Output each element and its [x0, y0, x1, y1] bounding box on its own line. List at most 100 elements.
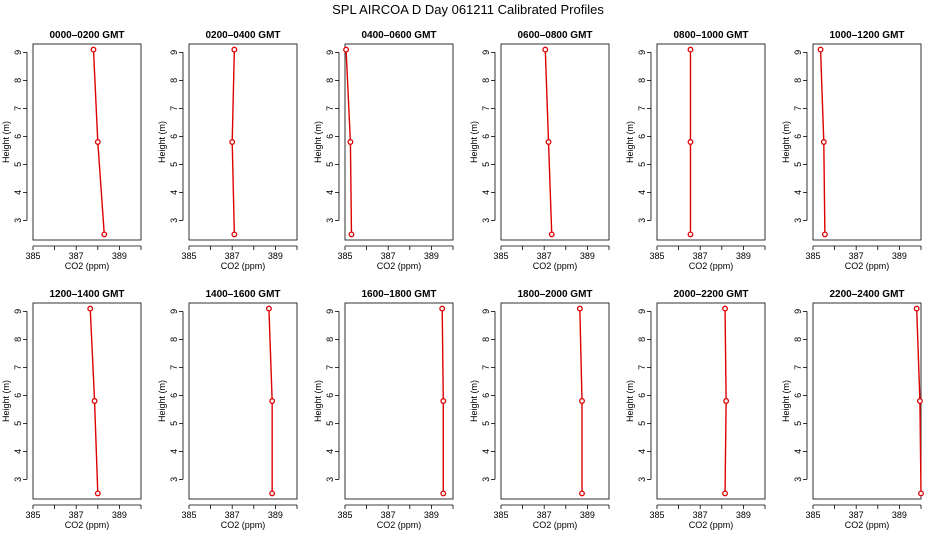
- panel-title: 1200–1400 GMT: [49, 289, 124, 300]
- x-tick-label: 385: [493, 251, 508, 261]
- y-tick-label: 6: [169, 134, 179, 139]
- y-tick-label: 9: [793, 309, 803, 314]
- x-tick-label: 389: [268, 251, 283, 261]
- y-tick-label: 8: [13, 337, 23, 342]
- y-tick-label: 5: [793, 421, 803, 426]
- y-tick-label: 9: [481, 309, 491, 314]
- data-point: [343, 46, 350, 53]
- plot-frame: [812, 43, 922, 241]
- y-tick-label: 9: [637, 50, 647, 55]
- y-tick-label: 7: [13, 106, 23, 111]
- x-tick-label: 389: [424, 251, 439, 261]
- y-tick-label: 9: [637, 309, 647, 314]
- y-axis-label: Height (m): [157, 121, 167, 163]
- y-tick-label: 6: [793, 393, 803, 398]
- data-point: [723, 398, 730, 404]
- y-tick-label: 8: [481, 337, 491, 342]
- x-tick-label: 385: [649, 510, 664, 520]
- y-tick-label: 7: [637, 106, 647, 111]
- panel-title: 0400–0600 GMT: [361, 30, 436, 41]
- y-tick-label: 8: [481, 78, 491, 83]
- x-tick-label: 385: [25, 251, 40, 261]
- y-tick-label: 7: [481, 365, 491, 370]
- plot-frame: [500, 302, 610, 500]
- y-axis-label: Height (m): [313, 380, 323, 422]
- y-tick-label: 6: [481, 134, 491, 139]
- y-tick-label: 6: [637, 393, 647, 398]
- y-tick-label: 9: [169, 309, 179, 314]
- x-axis-label: CO2 (ppm): [377, 261, 422, 271]
- y-tick-label: 4: [169, 449, 179, 454]
- x-tick-label: 387: [537, 251, 552, 261]
- y-tick-label: 8: [637, 78, 647, 83]
- y-tick-label: 4: [169, 190, 179, 195]
- x-axis-label: CO2 (ppm): [65, 261, 110, 271]
- x-tick-label: 387: [225, 510, 240, 520]
- y-tick-label: 3: [637, 477, 647, 482]
- y-tick-label: 7: [637, 365, 647, 370]
- y-tick-label: 8: [169, 337, 179, 342]
- y-tick-label: 4: [793, 449, 803, 454]
- data-point: [94, 490, 101, 497]
- y-tick-label: 8: [793, 78, 803, 83]
- x-tick-label: 389: [112, 510, 127, 520]
- y-tick-label: 5: [793, 162, 803, 167]
- x-axis-label: CO2 (ppm): [689, 261, 734, 271]
- data-point: [542, 46, 549, 53]
- panel-title: 2000–2200 GMT: [673, 289, 748, 300]
- y-tick-label: 3: [481, 218, 491, 223]
- y-tick-label: 8: [637, 337, 647, 342]
- panel-title: 0800–1000 GMT: [673, 30, 748, 41]
- y-tick-label: 6: [793, 134, 803, 139]
- panel-title: 0200–0400 GMT: [205, 30, 280, 41]
- y-tick-label: 3: [481, 477, 491, 482]
- x-axis-label: CO2 (ppm): [65, 520, 110, 530]
- plot-frame: [188, 43, 298, 241]
- y-axis-label: Height (m): [1, 380, 11, 422]
- data-point: [94, 139, 101, 145]
- x-tick-label: 385: [181, 251, 196, 261]
- y-tick-label: 8: [13, 78, 23, 83]
- data-point: [90, 46, 97, 53]
- data-point: [821, 231, 828, 238]
- x-tick-label: 387: [849, 510, 864, 520]
- x-tick-label: 389: [892, 251, 907, 261]
- y-tick-label: 7: [793, 365, 803, 370]
- x-tick-label: 389: [112, 251, 127, 261]
- x-tick-label: 387: [381, 510, 396, 520]
- data-point: [722, 305, 728, 312]
- y-tick-label: 9: [325, 309, 335, 314]
- data-point: [87, 305, 94, 312]
- y-tick-label: 9: [13, 50, 23, 55]
- y-tick-label: 6: [637, 134, 647, 139]
- y-axis-label: Height (m): [157, 380, 167, 422]
- data-point: [576, 305, 583, 312]
- y-tick-label: 7: [793, 106, 803, 111]
- y-tick-label: 5: [325, 421, 335, 426]
- panel-title: 0000–0200 GMT: [49, 30, 124, 41]
- y-tick-label: 7: [325, 365, 335, 370]
- x-axis-label: CO2 (ppm): [845, 520, 890, 530]
- data-point: [918, 490, 924, 497]
- data-point: [265, 305, 272, 312]
- data-point: [817, 46, 824, 53]
- panel-title: 1400–1600 GMT: [205, 289, 280, 300]
- panel-title: 1800–2000 GMT: [517, 289, 592, 300]
- x-tick-label: 389: [736, 510, 751, 520]
- data-point: [548, 231, 555, 238]
- x-tick-label: 387: [537, 510, 552, 520]
- data-point: [231, 231, 238, 238]
- y-tick-label: 6: [325, 134, 335, 139]
- data-point: [348, 231, 355, 238]
- y-tick-label: 5: [637, 421, 647, 426]
- y-axis-label: Height (m): [469, 380, 479, 422]
- y-tick-label: 4: [13, 190, 23, 195]
- y-tick-label: 4: [793, 190, 803, 195]
